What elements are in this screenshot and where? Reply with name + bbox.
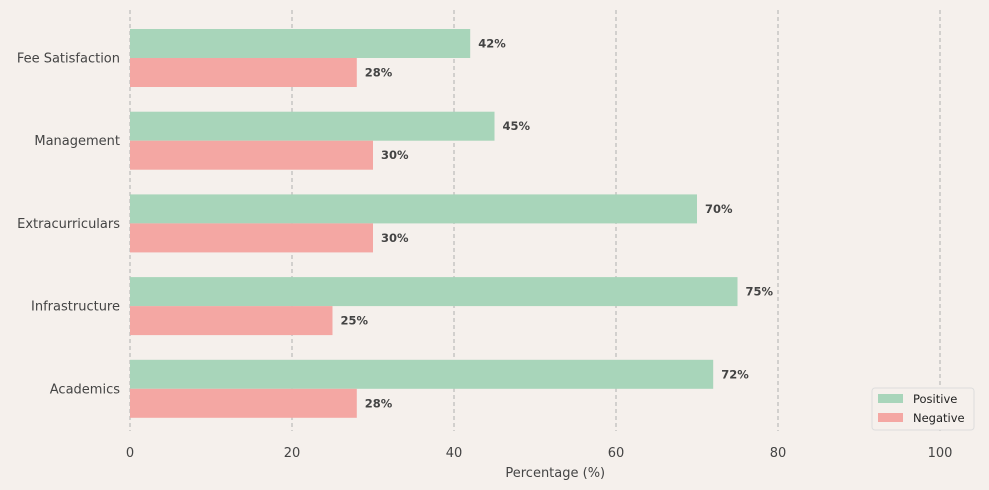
- x-tick-label: 80: [770, 446, 787, 461]
- value-label: 42%: [478, 37, 506, 51]
- legend-swatch: [878, 413, 903, 422]
- bar-positive: [130, 111, 495, 141]
- category-label: Infrastructure: [31, 300, 120, 315]
- bar-negative: [130, 140, 373, 170]
- category-label: Management: [34, 134, 120, 149]
- value-label: 28%: [365, 66, 393, 80]
- bar-positive: [130, 277, 738, 307]
- legend-swatch: [878, 394, 903, 403]
- bar-positive: [130, 29, 471, 58]
- bar-positive: [130, 359, 714, 389]
- value-label: 45%: [503, 119, 531, 133]
- x-tick-labels: 0 20 40 60 80 100: [126, 446, 953, 461]
- bar-positive: [130, 194, 697, 224]
- category-label: Fee Satisfaction: [17, 52, 120, 67]
- category-label: Academics: [50, 382, 120, 397]
- bars: [130, 29, 738, 418]
- category-label: Extracurriculars: [17, 217, 120, 232]
- x-tick-label: 0: [126, 446, 134, 461]
- value-label: 75%: [746, 285, 774, 299]
- value-labels: 42% 28% 45% 30% 70% 30% 75% 25% 72% 28%: [341, 37, 774, 411]
- bar-negative: [130, 223, 373, 253]
- legend: Positive Negative: [871, 387, 975, 431]
- value-label: 72%: [721, 367, 749, 381]
- x-tick-label: 20: [284, 446, 301, 461]
- value-label: 28%: [365, 396, 393, 410]
- x-tick-label: 60: [608, 446, 625, 461]
- x-tick-label: 100: [928, 446, 953, 461]
- category-labels: Fee Satisfaction Management Extracurricula…: [17, 52, 120, 398]
- legend-label: Negative: [913, 411, 965, 425]
- legend-label: Positive: [913, 392, 957, 406]
- x-tick-label: 40: [446, 446, 463, 461]
- bar-negative: [130, 306, 333, 336]
- value-label: 70%: [705, 202, 733, 216]
- bar-negative: [130, 58, 357, 87]
- x-axis-title: Percentage (%): [505, 466, 605, 481]
- value-label: 25%: [341, 314, 369, 328]
- bar-negative: [130, 388, 357, 418]
- value-label: 30%: [381, 148, 409, 162]
- value-label: 30%: [381, 231, 409, 245]
